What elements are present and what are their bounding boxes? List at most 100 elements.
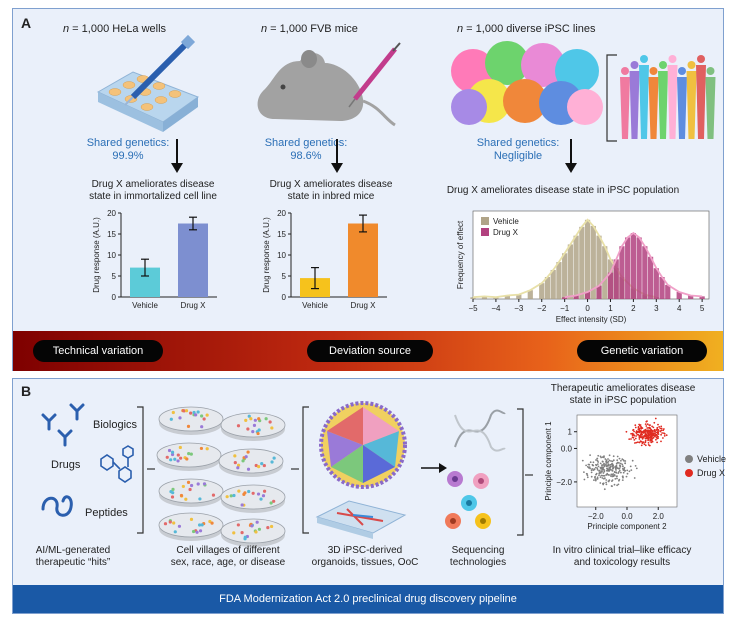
cell-dot xyxy=(171,491,175,495)
cell-dot xyxy=(169,417,173,421)
cell-plate-pipette-illustration xyxy=(96,34,200,132)
person-head xyxy=(687,61,696,69)
scatter-point-vehicle xyxy=(598,474,600,477)
scatter-point-drug-x xyxy=(654,435,656,438)
x-tick-label: Drug X xyxy=(181,301,207,310)
cell-dot xyxy=(171,410,175,415)
scatter-point-vehicle xyxy=(607,464,610,467)
scatter-point-vehicle xyxy=(607,480,610,482)
diverse-people-illustration xyxy=(620,55,716,139)
scatter-point-drug-x xyxy=(648,429,650,432)
scatter-point-vehicle xyxy=(600,471,603,473)
caption-cell-villages-line2: sex, race, age, or disease xyxy=(170,557,286,568)
x-tick-label: 2 xyxy=(631,304,636,313)
scatter-point-drug-x xyxy=(654,417,657,420)
cell-dot xyxy=(233,461,237,465)
dish-top xyxy=(158,478,224,504)
person-head xyxy=(621,67,629,75)
cell-dot xyxy=(262,463,266,468)
hist-bar-vehicle xyxy=(556,262,562,299)
cell-dot xyxy=(254,463,258,468)
cell-dot xyxy=(198,529,203,533)
col3-shared-label: Shared genetics: xyxy=(476,137,560,149)
cell-dot xyxy=(260,462,264,466)
scatter-point-vehicle xyxy=(618,464,621,467)
cell-dot xyxy=(247,414,251,418)
cell-dot xyxy=(205,447,209,451)
caption-ai-ml-line2: therapeutic “hits” xyxy=(35,557,111,568)
dish-top xyxy=(158,406,224,432)
cell-dot xyxy=(171,487,175,491)
scatter-point-drug-x xyxy=(633,439,636,441)
y-tick-label: 1 xyxy=(568,428,573,437)
scatter-point-vehicle xyxy=(604,458,607,460)
scatter-point-drug-x xyxy=(634,424,637,427)
scatter-point-vehicle xyxy=(590,471,593,474)
y-tick-label: 0 xyxy=(112,293,117,302)
cell-dot xyxy=(195,530,199,534)
caption-ai-ml-line1: AI/ML-generated xyxy=(35,545,111,556)
hist-bar-vehicle xyxy=(493,297,499,299)
cell-dot xyxy=(250,524,254,528)
cell-dot xyxy=(198,497,202,501)
col2-shared-label: Shared genetics: xyxy=(264,137,348,149)
hist-bar-drug-x xyxy=(636,237,642,299)
person-figure xyxy=(620,67,630,139)
cell-dot xyxy=(170,450,175,454)
drug-type-biologics: Biologics xyxy=(93,419,138,431)
caption-organoids-line1: 3D iPSC-derived xyxy=(327,545,403,556)
scatter-point-drug-x xyxy=(646,431,649,434)
scatter-point-drug-x xyxy=(647,442,650,444)
petri-dish xyxy=(220,412,286,441)
scatter-point-vehicle xyxy=(603,470,606,473)
hist-bar-drug-x xyxy=(688,295,694,299)
cell-dot xyxy=(236,466,240,470)
y-tick-label: 10 xyxy=(277,251,286,260)
person-figure xyxy=(705,67,716,139)
scatter-point-drug-x xyxy=(644,441,647,444)
scatter-point-vehicle xyxy=(613,483,616,486)
scatter-point-vehicle xyxy=(587,466,590,469)
scatter-point-vehicle xyxy=(599,482,602,484)
scatter-point-vehicle xyxy=(610,473,613,476)
cell-dot xyxy=(244,418,248,422)
scatter-point-vehicle xyxy=(606,467,609,470)
scatter-point-vehicle xyxy=(588,463,591,466)
caption-cell-villages-line1: Cell villages of different xyxy=(176,545,280,556)
scatter-point-vehicle xyxy=(589,461,592,464)
x-tick-label: −2 xyxy=(537,304,547,313)
scatter-point-vehicle xyxy=(611,480,613,482)
hist-bar-drug-x xyxy=(642,246,648,299)
hist-bar-drug-x xyxy=(596,285,602,299)
caption-in-vitro-line2: and toxicology results xyxy=(573,557,671,568)
hist-bar-vehicle xyxy=(562,253,568,299)
legend-label: Drug X xyxy=(493,228,519,237)
x-tick-label: Drug X xyxy=(351,301,377,310)
person-figure xyxy=(658,61,668,139)
scatter-point-vehicle xyxy=(613,474,616,476)
x-tick-label: −5 xyxy=(468,304,478,313)
person-head xyxy=(630,61,639,69)
scatter-point-vehicle xyxy=(607,460,610,463)
x-tick-label: 1 xyxy=(608,304,613,313)
scatter-point-vehicle xyxy=(629,465,632,468)
scatter-point-vehicle xyxy=(596,459,599,462)
scatter-point-drug-x xyxy=(647,427,650,429)
scatter-point-vehicle xyxy=(619,462,622,465)
scatter-point-drug-x xyxy=(645,437,648,440)
scatter-point-drug-x xyxy=(637,433,640,436)
scatter-point-vehicle xyxy=(593,468,596,471)
cell-dot xyxy=(177,524,182,528)
scatter-point-vehicle xyxy=(604,477,606,479)
scatter-point-drug-x xyxy=(640,434,642,437)
person-head xyxy=(668,55,677,63)
cell-dot xyxy=(173,530,177,534)
person-body xyxy=(705,77,716,139)
scatter-point-vehicle xyxy=(612,467,614,470)
scatter-point-vehicle xyxy=(586,476,589,479)
cell-dot xyxy=(236,463,241,467)
scatter-point-vehicle xyxy=(586,474,589,477)
cell-dot xyxy=(251,491,255,495)
scatter-point-vehicle xyxy=(617,483,620,486)
cell-dot xyxy=(253,418,257,422)
